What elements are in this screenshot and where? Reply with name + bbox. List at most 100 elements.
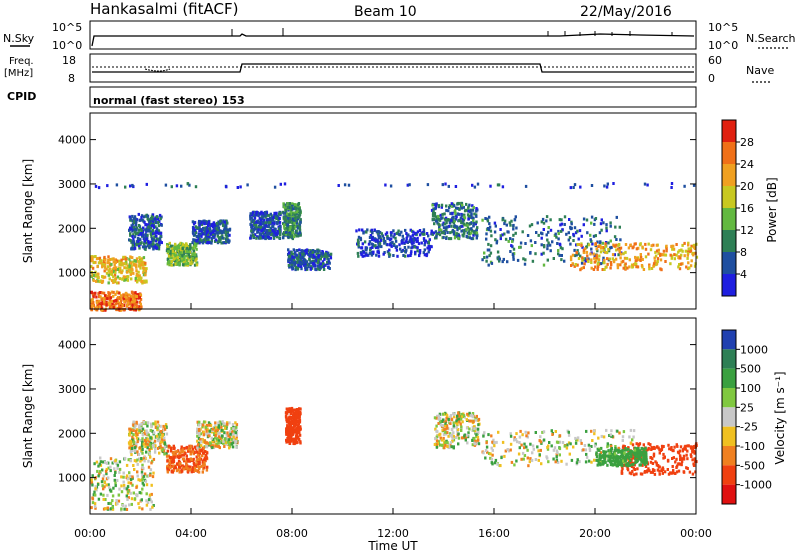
- power-cell: [574, 231, 578, 235]
- velocity-cell: [680, 460, 684, 464]
- power-cell: [299, 210, 302, 214]
- power-cell: [101, 308, 104, 312]
- velocity-cell: [102, 493, 105, 497]
- power-cell: [641, 245, 644, 249]
- power-cell: [423, 253, 427, 257]
- power-cell: [177, 246, 180, 250]
- power-cell: [410, 250, 413, 254]
- power-cell: [622, 259, 625, 263]
- velocity-cell: [205, 443, 208, 446]
- velocity-cell: [158, 439, 161, 443]
- power-cell: [411, 245, 414, 249]
- velocity-cell: [168, 461, 171, 465]
- velocity-cell: [662, 452, 665, 456]
- velocity-cell: [223, 422, 226, 426]
- power-cell: [430, 232, 433, 235]
- power-cell: [486, 217, 489, 221]
- power-cell: [575, 251, 578, 255]
- velocity-cell: [136, 440, 139, 444]
- power-cell: [688, 266, 691, 270]
- power-cell: [430, 245, 433, 249]
- power-cell: [452, 221, 456, 225]
- power-cell: [317, 261, 320, 265]
- power-cell: [606, 182, 609, 186]
- power-cell: [128, 215, 131, 219]
- velocity-cell: [514, 438, 518, 441]
- power-cell: [96, 306, 100, 310]
- power-cell: [298, 248, 301, 252]
- power-cell: [663, 253, 667, 257]
- velocity-cell: [434, 427, 437, 431]
- velocity-cell: [123, 456, 127, 460]
- velocity-cell: [575, 438, 578, 442]
- velocity-cell: [159, 424, 162, 428]
- power-cell: [117, 259, 121, 263]
- power-cell: [524, 258, 527, 262]
- power-cell: [669, 262, 672, 266]
- velocity-cell: [173, 446, 176, 450]
- power-cell: [210, 236, 214, 240]
- velocity-cell: [565, 462, 568, 466]
- velocity-cell: [531, 451, 534, 455]
- velocity-cell: [693, 457, 696, 461]
- velocity-cell: [456, 428, 460, 431]
- power-cell: [123, 293, 127, 297]
- power-cell: [665, 247, 668, 250]
- velocity-cell: [457, 432, 460, 436]
- power-cell: [177, 259, 180, 262]
- power-cell: [112, 294, 115, 298]
- power-cell: [160, 223, 163, 227]
- velocity-cell: [286, 437, 289, 440]
- velocity-cell: [201, 448, 204, 452]
- power-cell: [593, 260, 596, 264]
- velocity-cell: [192, 462, 196, 466]
- velocity-cell: [531, 444, 535, 448]
- power-cell: [170, 263, 173, 267]
- power-cell: [295, 249, 298, 253]
- power-cell: [290, 205, 293, 209]
- power-cell: [281, 236, 285, 240]
- power-cell: [175, 184, 179, 188]
- power-cell: [617, 243, 620, 247]
- velocity-cell: [136, 470, 139, 474]
- power-cell: [454, 211, 457, 215]
- velocity-cell: [182, 457, 185, 461]
- y-tick-label: 3000: [58, 178, 86, 191]
- velocity-cell: [232, 435, 235, 439]
- power-cell: [300, 259, 303, 263]
- velocity-cell: [296, 440, 299, 444]
- power-cell: [603, 247, 606, 251]
- power-cell: [279, 211, 282, 215]
- velocity-cell: [235, 423, 239, 427]
- power-cell: [291, 212, 294, 216]
- power-cell: [92, 273, 96, 277]
- power-cell: [108, 292, 112, 296]
- velocity-cell: [445, 424, 449, 428]
- power-cell: [151, 219, 155, 223]
- velocity-cell: [180, 447, 183, 451]
- power-cell: [356, 241, 360, 244]
- power-cell: [586, 258, 589, 262]
- velocity-cell: [202, 440, 205, 444]
- power-cell: [259, 225, 263, 229]
- velocity-cell: [138, 423, 141, 427]
- power-cell: [91, 297, 94, 301]
- power-cell: [283, 223, 286, 227]
- velocity-cell: [183, 467, 186, 471]
- velocity-cell: [285, 438, 288, 442]
- power-cell: [286, 223, 289, 227]
- power-cell: [286, 202, 289, 206]
- velocity-cell: [128, 503, 131, 507]
- power-cell: [401, 234, 404, 238]
- velocity-cell: [135, 485, 138, 489]
- velocity-cell: [504, 449, 507, 453]
- power-cell: [578, 229, 582, 233]
- velocity-cell: [289, 410, 292, 413]
- velocity-cell: [142, 474, 146, 478]
- power-cell: [282, 211, 286, 215]
- velocity-cell: [120, 475, 123, 479]
- velocity-cell: [439, 419, 442, 423]
- power-cell: [577, 237, 580, 241]
- power-cell: [144, 228, 147, 232]
- velocity-cell: [477, 417, 481, 421]
